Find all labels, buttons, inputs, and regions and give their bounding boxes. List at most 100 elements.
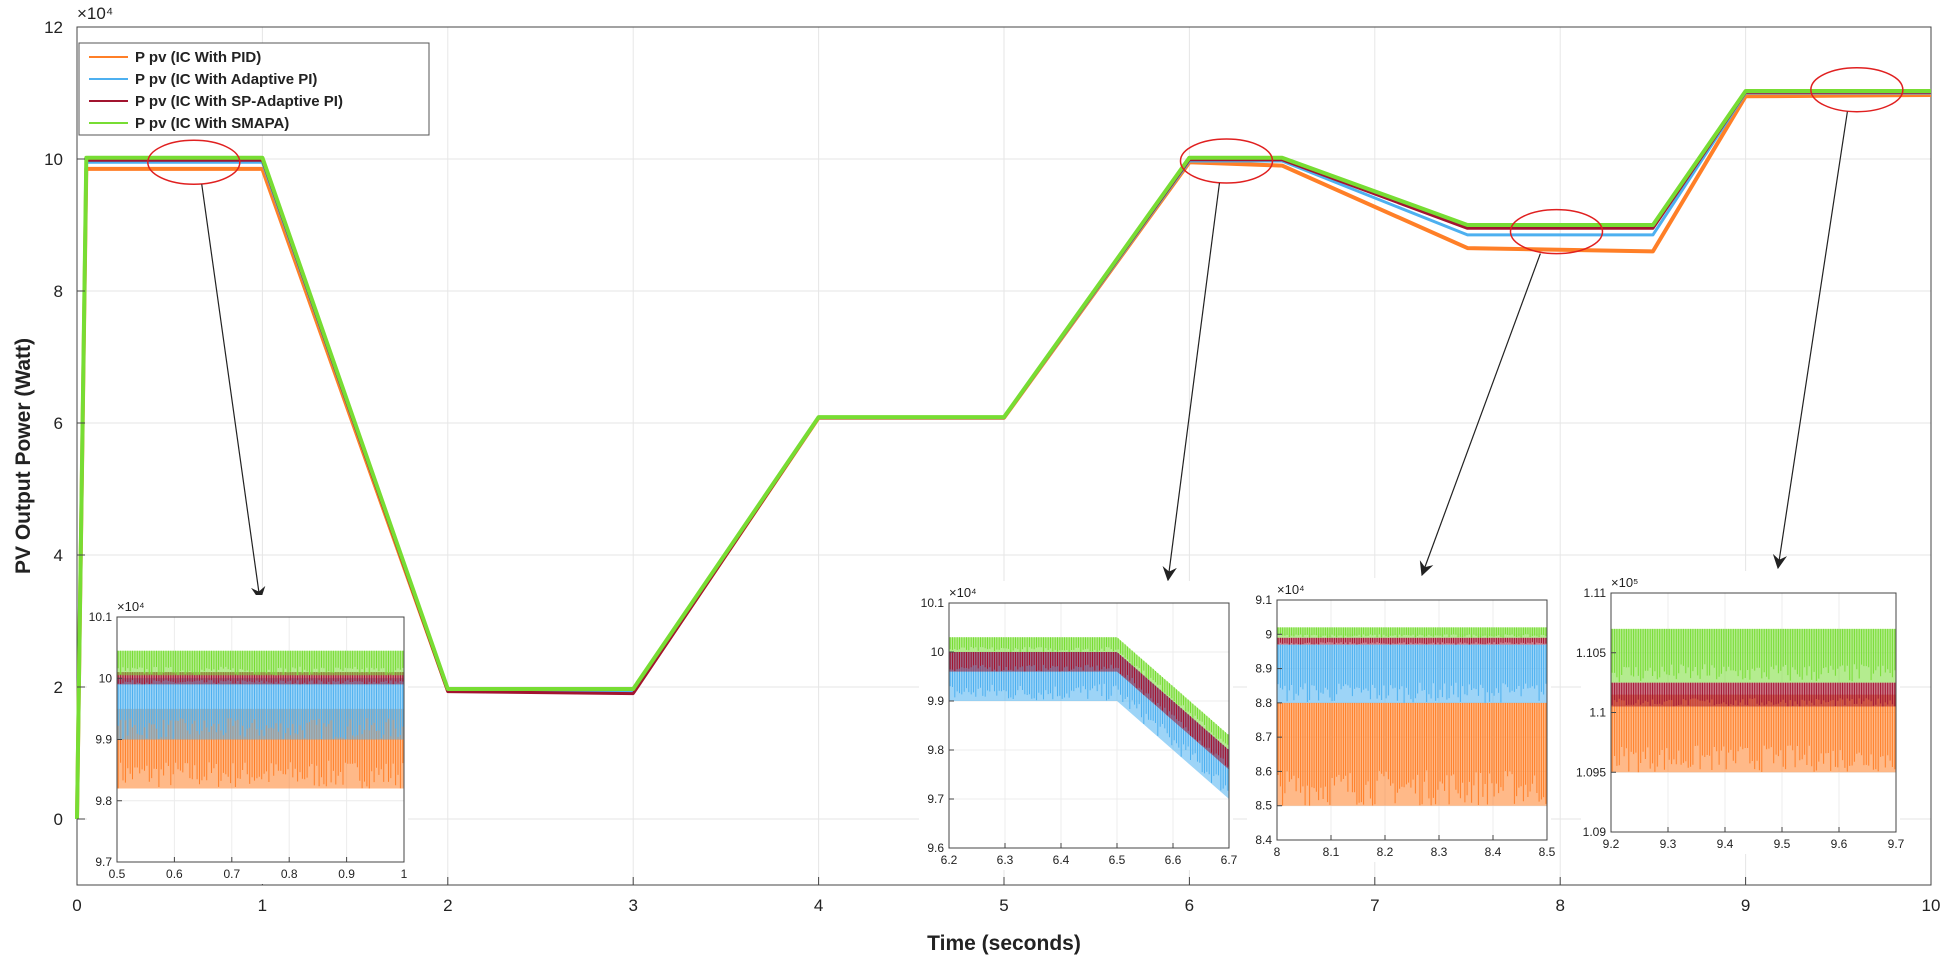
inset-oscillation bbox=[1611, 694, 1896, 773]
legend-entry: P pv (IC With PID) bbox=[135, 49, 261, 66]
inset-y-tick-label: 8.4 bbox=[1255, 833, 1272, 847]
inset-y-tick-label: 9.6 bbox=[927, 841, 944, 855]
inset-y-tick-label: 9.8 bbox=[95, 794, 112, 808]
inset-y-tick-label: 9.8 bbox=[927, 743, 944, 757]
inset-spikes bbox=[1277, 702, 1547, 806]
y-tick-label: 0 bbox=[54, 810, 63, 829]
inset-y-tick-label: 9.1 bbox=[1255, 593, 1272, 607]
x-tick-label: 7 bbox=[1370, 896, 1379, 915]
x-tick-label: 4 bbox=[814, 896, 823, 915]
inset-y-tick-label: 9 bbox=[1265, 627, 1272, 641]
inset-x-tick-label: 9.5 bbox=[1774, 837, 1791, 851]
inset-x-tick-label: 6.4 bbox=[1053, 853, 1070, 867]
inset-x-tick-label: 8.5 bbox=[1539, 845, 1556, 859]
inset-x-tick-label: 6.5 bbox=[1109, 853, 1126, 867]
inset-spikes bbox=[117, 650, 404, 676]
main-series bbox=[75, 89, 1932, 820]
inset-x-tick-label: 0.8 bbox=[281, 867, 298, 881]
inset-band bbox=[1611, 682, 1896, 707]
inset-x-tick-label: 8.1 bbox=[1323, 845, 1340, 859]
inset-band bbox=[117, 650, 404, 676]
inset-band bbox=[1277, 702, 1547, 806]
inset-spikes bbox=[1611, 694, 1896, 773]
inset-y-tick-label: 8.5 bbox=[1255, 799, 1272, 813]
zoom-callout-arrow bbox=[1162, 182, 1221, 582]
inset-x-tick-label: 9.6 bbox=[1831, 837, 1848, 851]
inset-band bbox=[1277, 637, 1547, 645]
inset-oscillation bbox=[117, 650, 404, 676]
inset-oscillation bbox=[949, 652, 1229, 767]
inset-y-exponent: ×10⁴ bbox=[117, 599, 145, 614]
x-tick-label: 5 bbox=[999, 896, 1008, 915]
inset-x-tick-label: 8.3 bbox=[1431, 845, 1448, 859]
legend-entry: P pv (IC With Adaptive PI) bbox=[135, 71, 317, 88]
inset-spikes bbox=[1277, 637, 1547, 645]
inset-x-tick-label: 6.2 bbox=[941, 853, 958, 867]
inset-y-tick-label: 1.095 bbox=[1576, 765, 1606, 779]
inset-x-tick-label: 0.5 bbox=[109, 867, 126, 881]
x-tick-label: 1 bbox=[258, 896, 267, 915]
inset-spikes bbox=[1611, 628, 1896, 682]
inset-oscillation bbox=[1277, 637, 1547, 645]
zoom-callout-ellipse bbox=[1179, 138, 1274, 184]
zoom-callout-ellipse bbox=[1810, 66, 1904, 113]
inset-y-tick-label: 10 bbox=[931, 645, 945, 659]
inset-y-exponent: ×10⁴ bbox=[1277, 582, 1305, 597]
x-tick-label: 8 bbox=[1555, 896, 1564, 915]
legend: P pv (IC With PID) P pv (IC With Adaptive… bbox=[78, 42, 430, 136]
y-exponent: ×10⁴ bbox=[77, 4, 113, 23]
inset-x-tick-label: 0.7 bbox=[223, 867, 240, 881]
zoom-callout-ellipse bbox=[1509, 208, 1604, 255]
inset-spikes bbox=[117, 678, 404, 740]
y-tick-label: 6 bbox=[54, 414, 63, 433]
x-tick-label: 10 bbox=[1922, 896, 1941, 915]
legend-box bbox=[78, 42, 430, 136]
inset-y-tick-label: 8.9 bbox=[1255, 662, 1272, 676]
inset-x-tick-label: 0.6 bbox=[166, 867, 183, 881]
inset-y-tick-label: 1.105 bbox=[1576, 646, 1606, 660]
inset-x-tick-label: 0.9 bbox=[338, 867, 355, 881]
inset-oscillation bbox=[117, 678, 404, 740]
x-tick-label: 2 bbox=[443, 896, 452, 915]
legend-entry: P pv (IC With SP-Adaptive PI) bbox=[135, 93, 343, 110]
inset-x-tick-label: 6.7 bbox=[1221, 853, 1238, 867]
callouts bbox=[147, 66, 1904, 602]
inset-x-tick-label: 6.6 bbox=[1165, 853, 1182, 867]
inset-oscillation bbox=[1277, 702, 1547, 806]
inset-x-tick-label: 8 bbox=[1274, 845, 1281, 859]
inset-y-tick-label: 1.11 bbox=[1584, 586, 1607, 600]
x-axis-label: Time (seconds) bbox=[927, 932, 1081, 955]
inset-y-exponent: ×10⁴ bbox=[949, 585, 977, 600]
y-axis-label: PV Output Power (Watt) bbox=[12, 338, 35, 574]
legend-entry: P pv (IC With SMAPA) bbox=[135, 115, 289, 132]
inset-x-tick-label: 6.3 bbox=[997, 853, 1014, 867]
inset-oscillation bbox=[1611, 682, 1896, 707]
inset-band bbox=[117, 678, 404, 740]
y-tick-label: 12 bbox=[44, 18, 63, 37]
inset-y-tick-label: 8.8 bbox=[1255, 696, 1272, 710]
zoom-inset-3: 8 8.1 8.2 8.3 8.4 8.5 8.4 8.5 8.6 8.7 8.8 8.9 9 9.1 ×1… bbox=[1247, 578, 1556, 862]
zoom-callout-arrow bbox=[201, 184, 266, 602]
x-tick-label: 9 bbox=[1741, 896, 1750, 915]
series-line-4 bbox=[75, 89, 1931, 820]
inset-frame bbox=[1276, 599, 1548, 841]
inset-y-tick-label: 1.1 bbox=[1589, 706, 1606, 720]
inset-spikes bbox=[1277, 644, 1547, 703]
inset-frame bbox=[948, 602, 1230, 849]
y-tick-label: 10 bbox=[44, 150, 63, 169]
inset-oscillation bbox=[949, 637, 1229, 745]
inset-y-tick-label: 8.7 bbox=[1255, 730, 1272, 744]
inset-band bbox=[1277, 627, 1547, 638]
inset-band bbox=[1611, 694, 1896, 773]
inset-y-tick-label: 1.09 bbox=[1583, 825, 1607, 839]
inset-y-tick-label: 9.9 bbox=[95, 733, 112, 747]
inset-x-tick-label: 1 bbox=[401, 867, 408, 881]
inset-band bbox=[1611, 628, 1896, 683]
inset-x-tick-label: 9.4 bbox=[1717, 837, 1734, 851]
x-tick-label: 6 bbox=[1185, 896, 1194, 915]
inset-band bbox=[1277, 644, 1547, 703]
inset-oscillation bbox=[1611, 628, 1896, 682]
inset-y-tick-label: 10 bbox=[99, 671, 113, 685]
